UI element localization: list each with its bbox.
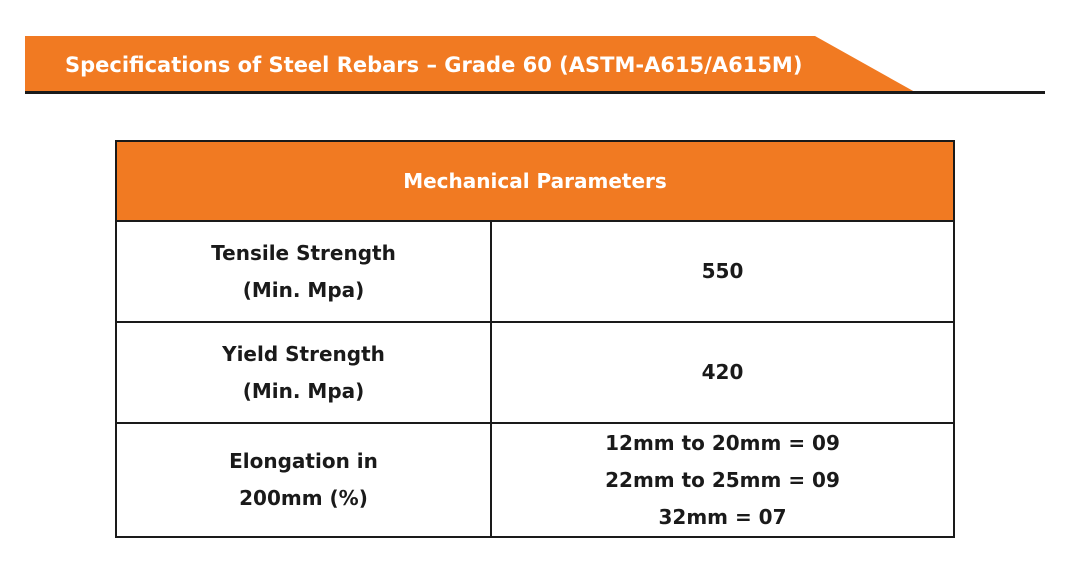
value-line: 32mm = 07 [658,504,787,529]
row-label-elongation: Elongation in 200mm (%) [115,422,492,538]
label-line: (Min. Mpa) [242,277,365,302]
mechanical-parameters-table: Mechanical Parameters Tensile Strength (… [115,140,955,538]
label-line: Elongation in [229,449,378,473]
banner-orange-tab [25,36,915,92]
row-value-yield-strength: 420 [490,321,955,424]
page-title: Specifications of Steel Rebars – Grade 6… [65,53,803,77]
row-label-tensile-strength: Tensile Strength (Min. Mpa) [115,220,492,323]
banner-shape [25,36,1045,94]
value-line: 550 [701,259,744,283]
table-header-row: Mechanical Parameters [115,140,955,222]
label-line: Tensile Strength [211,240,396,265]
banner-underline [25,91,1045,94]
value-line: 420 [701,360,744,384]
row-label-yield-strength: Yield Strength (Min. Mpa) [115,321,492,424]
value-line: 12mm to 20mm = 09 [605,430,840,455]
row-value-elongation: 12mm to 20mm = 09 22mm to 25mm = 09 32mm… [490,422,955,538]
table-row: Yield Strength (Min. Mpa) 420 [115,321,955,424]
table-header: Mechanical Parameters [115,140,955,222]
table-row: Tensile Strength (Min. Mpa) 550 [115,220,955,323]
value-line: 22mm to 25mm = 09 [605,467,840,492]
label-line: 200mm (%) [239,486,368,510]
row-value-tensile-strength: 550 [490,220,955,323]
label-line: Yield Strength [222,341,385,366]
label-line: (Min. Mpa) [242,378,365,403]
title-banner: Specifications of Steel Rebars – Grade 6… [0,0,1069,100]
table-row: Elongation in 200mm (%) 12mm to 20mm = 0… [115,422,955,538]
